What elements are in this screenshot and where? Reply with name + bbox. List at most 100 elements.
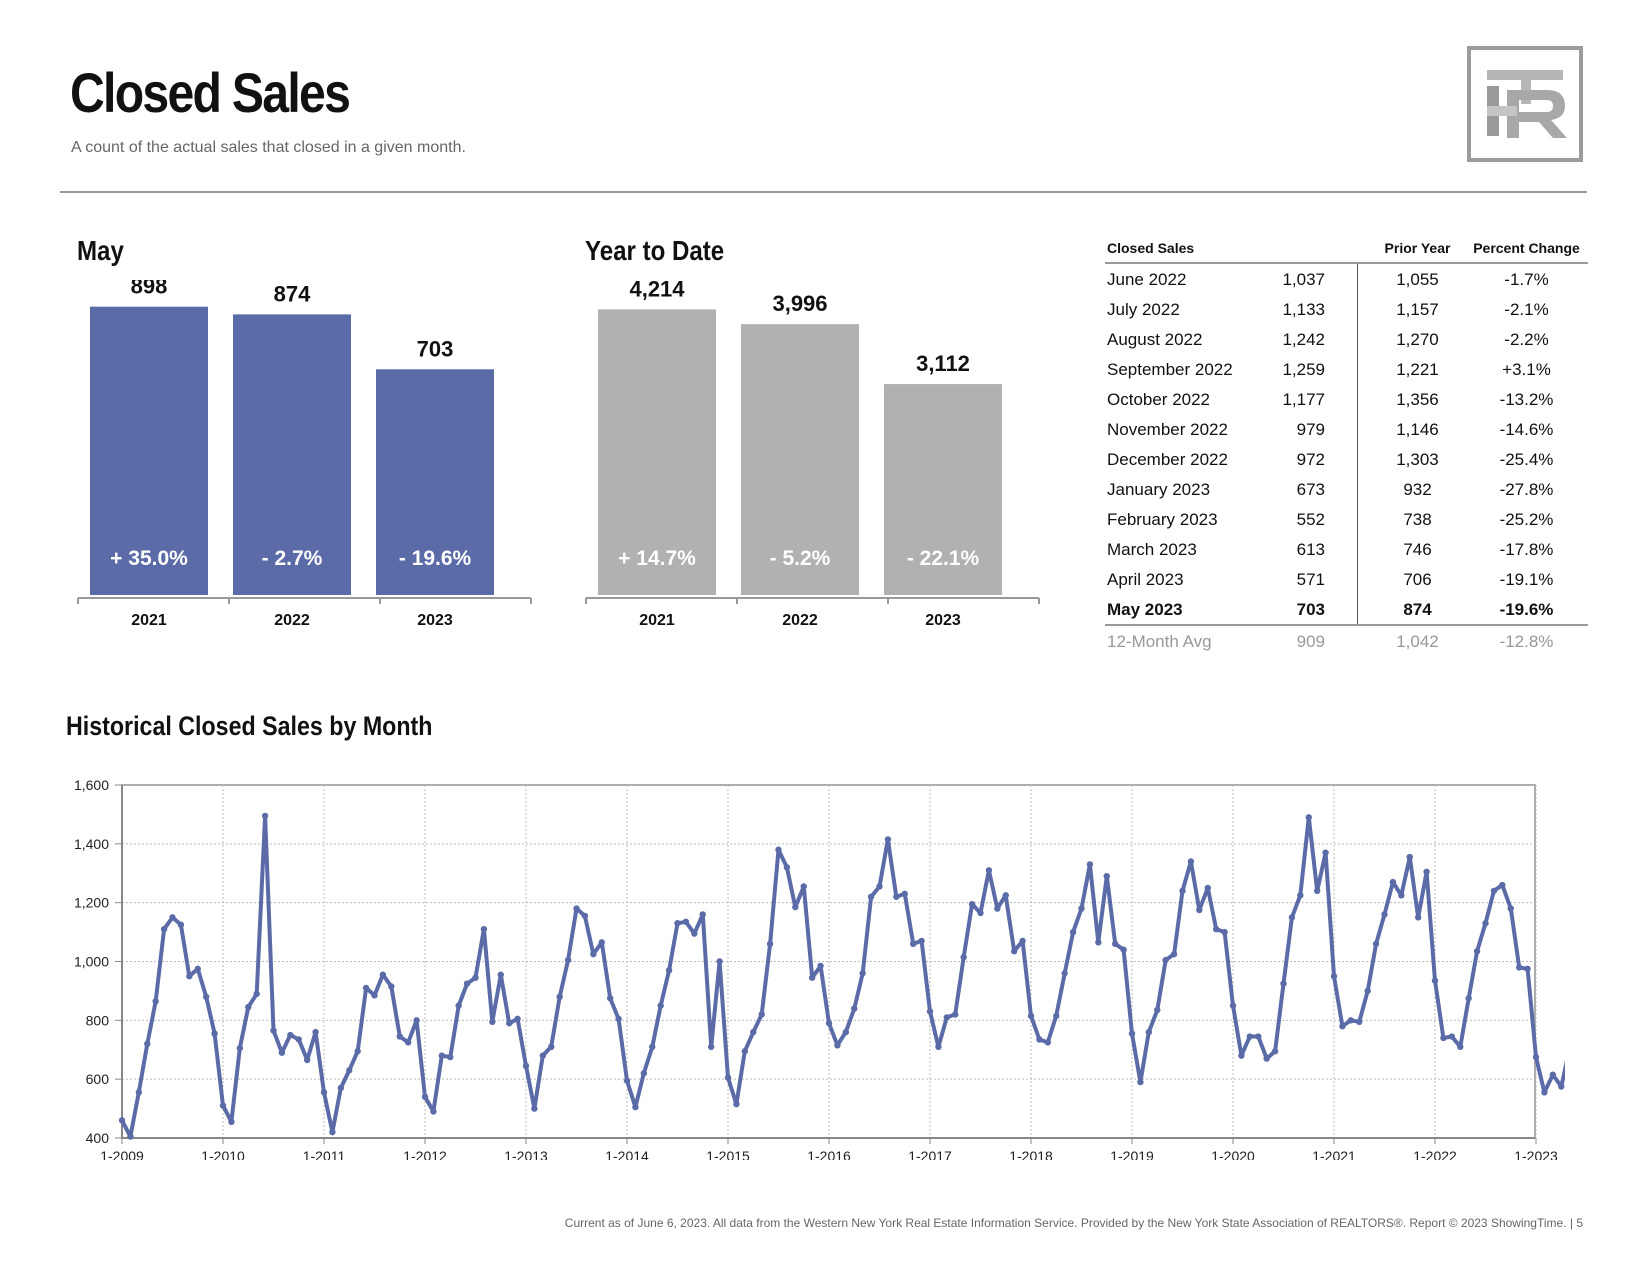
row-month: December 2022 (1107, 450, 1228, 469)
data-point (859, 970, 866, 977)
data-point (1120, 946, 1127, 953)
data-point (413, 1017, 420, 1024)
table-row: August 2022 1,242 1,270 -2.2% (1105, 324, 1588, 354)
row-prior: 738 (1403, 510, 1432, 529)
data-point (1381, 911, 1388, 918)
data-point (1499, 881, 1506, 889)
bar (884, 384, 1002, 595)
data-point (733, 1100, 740, 1108)
data-point (1010, 948, 1018, 955)
data-point (278, 1049, 286, 1056)
y-tick-label: 1,600 (74, 777, 109, 793)
data-point (354, 1048, 361, 1055)
data-point (893, 893, 900, 900)
data-point (615, 1015, 622, 1023)
data-point (1196, 906, 1203, 914)
ytd-bar-chart: 4,214 + 14.7% 2021 3,996 - 5.2% 2022 3,112 - 22… (585, 280, 1040, 629)
data-point (1465, 995, 1472, 1002)
y-tick-label: 1,000 (74, 954, 109, 970)
row-current: 972 (1296, 450, 1325, 469)
historical-line-chart: 400 600 800 1,000 1,200 1,400 1,600 1-2009 1-201… (74, 777, 1565, 1160)
data-point (396, 1033, 403, 1040)
data-point (371, 992, 378, 999)
data-point (1078, 905, 1085, 912)
data-point (1271, 1048, 1279, 1055)
bar-value-label: 4,214 (629, 280, 685, 301)
data-point (1549, 1071, 1557, 1078)
data-point (1313, 887, 1321, 895)
table-row: December 2022 972 1,303 -25.4% (1105, 444, 1588, 474)
y-tick-label: 1,400 (74, 836, 109, 852)
data-point (817, 962, 824, 970)
data-point (834, 1042, 841, 1049)
data-point (1061, 970, 1068, 977)
row-prior: 1,146 (1396, 420, 1439, 439)
data-point (867, 893, 875, 900)
data-point (539, 1052, 547, 1059)
data-point (1305, 814, 1312, 821)
table-row: May 2023 703 874 -19.6% (1105, 594, 1588, 626)
may-chart-title: May (77, 235, 124, 266)
data-point (1027, 1012, 1035, 1020)
table-header: Closed Sales Prior Year Percent Change (1105, 232, 1588, 264)
data-point (295, 1036, 302, 1043)
data-point (1541, 1089, 1548, 1096)
data-point (750, 1028, 757, 1036)
data-point (985, 867, 993, 874)
x-tick-label: 2022 (274, 612, 310, 629)
data-point (842, 1028, 850, 1036)
data-point (1145, 1028, 1153, 1036)
data-point (379, 971, 387, 978)
data-point (581, 912, 589, 920)
data-point (564, 956, 572, 964)
row-month: February 2023 (1107, 510, 1218, 529)
data-point (1162, 956, 1169, 964)
data-point (270, 1027, 277, 1034)
bar-change-label: + 14.7% (618, 547, 696, 570)
y-tick-label: 400 (86, 1130, 110, 1146)
data-point (236, 1045, 244, 1052)
row-prior: 706 (1403, 570, 1432, 589)
row-prior: 1,157 (1396, 300, 1439, 319)
bar-value-label: 874 (274, 281, 311, 306)
data-point (1473, 948, 1481, 955)
data-point (261, 812, 269, 820)
data-point (943, 1014, 951, 1021)
data-point (1044, 1039, 1052, 1046)
data-point (800, 883, 807, 890)
data-point (303, 1056, 311, 1064)
data-point (657, 1002, 664, 1009)
data-point (1364, 987, 1371, 995)
x-tick-label: 1-2021 (1312, 1148, 1356, 1160)
data-point (1069, 928, 1077, 936)
data-point (480, 925, 488, 933)
data-point (682, 918, 690, 925)
data-point (404, 1039, 412, 1046)
data-point (1457, 1043, 1464, 1051)
table-row: October 2022 1,177 1,356 -13.2% (1105, 384, 1588, 414)
row-current: 613 (1296, 540, 1325, 559)
row-month: March 2023 (1107, 540, 1197, 559)
data-point (1372, 940, 1380, 948)
data-point (1322, 849, 1329, 856)
x-tick-label: 1-2020 (1211, 1148, 1255, 1160)
bar-value-label: 3,112 (916, 351, 970, 376)
row-pct: -17.8% (1499, 540, 1554, 559)
data-point (792, 903, 799, 911)
data-point (1154, 1006, 1161, 1014)
table-row: November 2022 979 1,146 -14.6% (1105, 414, 1588, 444)
data-point (253, 990, 260, 998)
row-month: April 2023 (1107, 570, 1184, 589)
data-point (1507, 905, 1514, 912)
data-point (438, 1052, 446, 1059)
row-month: September 2022 (1107, 360, 1233, 379)
row-month: August 2022 (1107, 330, 1203, 349)
data-point (337, 1084, 345, 1092)
data-point (1288, 914, 1296, 921)
data-point (1086, 861, 1094, 868)
data-point (1515, 964, 1523, 971)
avg-prior: 1,042 (1396, 632, 1439, 651)
x-tick-label: 1-2009 (100, 1148, 144, 1160)
row-pct: +3.1% (1502, 360, 1551, 379)
data-point (1398, 892, 1405, 899)
